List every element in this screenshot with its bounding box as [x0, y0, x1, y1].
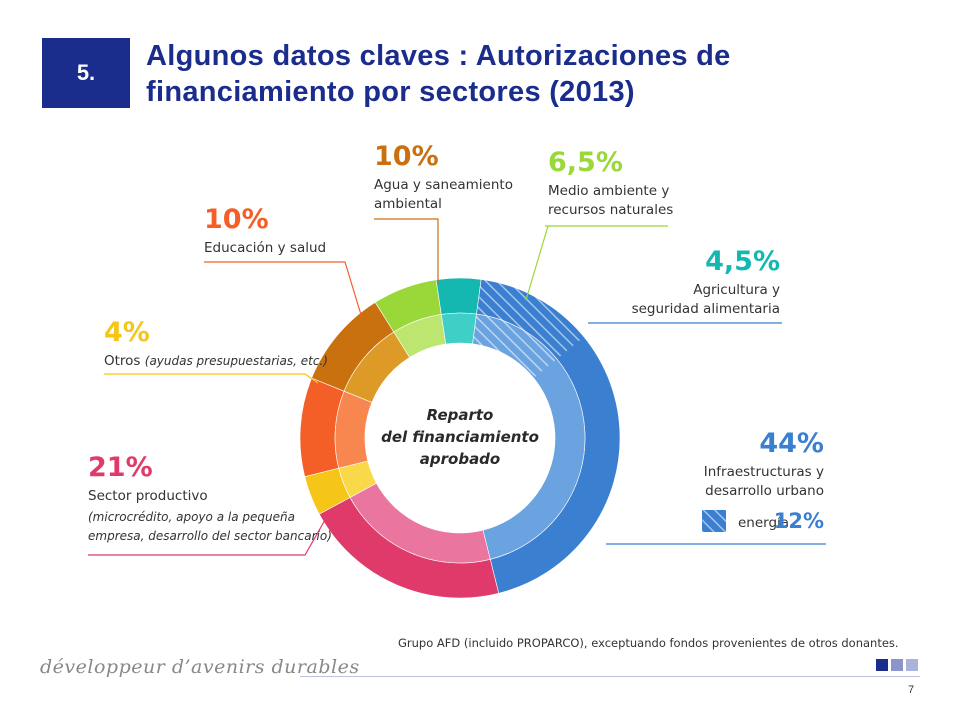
- leader-line-agua: [374, 218, 439, 283]
- footnote: Grupo AFD (incluido PROPARCO), exceptuan…: [398, 636, 899, 650]
- leader-line-medio: [525, 225, 668, 301]
- leader-line-educacion: [204, 261, 363, 319]
- slide-title: Algunos datos claves : Autorizaciones de…: [146, 40, 731, 108]
- slice-label-infra-0: Infraestructuras y: [704, 464, 824, 480]
- label-group-agua: 10% Agua y saneamiento ambiental: [374, 141, 513, 212]
- brand-squares: [876, 659, 918, 671]
- segment-inner-otros: [338, 460, 377, 498]
- page-number: 7: [908, 684, 915, 696]
- leader-line-sector: [88, 519, 326, 556]
- segment-inner-agri: [440, 312, 477, 345]
- energy-percent-label: 12%: [774, 509, 824, 533]
- segment-energy-hatch: [472, 279, 584, 378]
- slice-label-otros: Otros (ayudas presupuestarias, etc.): [104, 353, 328, 369]
- slice-label-medio-1: recursos naturales: [548, 202, 673, 218]
- label-group-infra: 44% Infraestructuras y desarrollo urbano en…: [702, 428, 824, 533]
- brand-square-1: [876, 659, 888, 671]
- slice-label-infra-1: desarrollo urbano: [705, 483, 824, 499]
- slice-sublabel-sector-1: empresa, desarrollo del sector bancario): [88, 529, 332, 543]
- segment-inner-infra: [472, 313, 586, 560]
- donut-hole: [366, 344, 554, 532]
- slice-label-agri-1: seguridad alimentaria: [632, 301, 780, 317]
- center-label-line-1: Reparto: [427, 406, 494, 424]
- percent-label-sector: 21%: [88, 452, 153, 483]
- slide-number-badge: 5.: [42, 38, 130, 108]
- footer-divider: [300, 676, 920, 677]
- energy-legend-hatch: [702, 510, 726, 532]
- center-label-line-2: del financiamiento: [381, 428, 539, 446]
- donut-segments: [299, 277, 621, 599]
- label-group-educacion: 10% Educación y salud: [204, 204, 326, 256]
- slice-label-educacion-0: Educación y salud: [204, 240, 326, 256]
- label-group-sector: 21% Sector productivo (microcrédito, apoyo…: [88, 452, 332, 543]
- percent-label-infra: 44%: [759, 428, 824, 459]
- slice-sublabel-sector-0: (microcrédito, apoyo a la pequeña: [88, 510, 295, 524]
- slice-label-agua-0: Agua y saneamiento: [374, 177, 513, 193]
- donut-chart: 10% Educación y salud 10% Agua y saneamient…: [88, 141, 826, 599]
- leader-line-otros: [104, 373, 319, 384]
- brand-square-2: [891, 659, 903, 671]
- percent-label-medio: 6,5%: [548, 147, 623, 178]
- percent-label-agri: 4,5%: [705, 246, 780, 277]
- percent-label-agua: 10%: [374, 141, 439, 172]
- label-group-otros: 4% Otros (ayudas presupuestarias, etc.): [104, 317, 328, 369]
- slide-number: 5.: [76, 60, 96, 85]
- slice-label-agua-1: ambiental: [374, 196, 442, 212]
- energy-label: energía: [738, 515, 789, 531]
- percent-label-otros: 4%: [104, 317, 150, 348]
- center-label-line-3: aprobado: [420, 450, 500, 468]
- afd-tagline-logo: développeur d’avenirs durables: [40, 656, 360, 678]
- segment-outer-agri: [435, 277, 482, 315]
- slice-label-agri-0: Agricultura y: [693, 282, 780, 298]
- slice-labels: 10% Educación y salud 10% Agua y saneamient…: [88, 141, 824, 543]
- brand-square-3: [906, 659, 918, 671]
- percent-label-educacion: 10%: [204, 204, 269, 235]
- label-group-medio: 6,5% Medio ambiente y recursos naturales: [548, 147, 673, 218]
- label-group-agri: 4,5% Agricultura y seguridad alimentaria: [632, 246, 780, 317]
- slice-label-medio-0: Medio ambiente y: [548, 183, 669, 199]
- leader-lines: [88, 218, 826, 556]
- slice-sublabel-otros: (ayudas presupuestarias, etc.): [145, 354, 328, 368]
- slice-label-sector-0: Sector productivo: [88, 488, 208, 504]
